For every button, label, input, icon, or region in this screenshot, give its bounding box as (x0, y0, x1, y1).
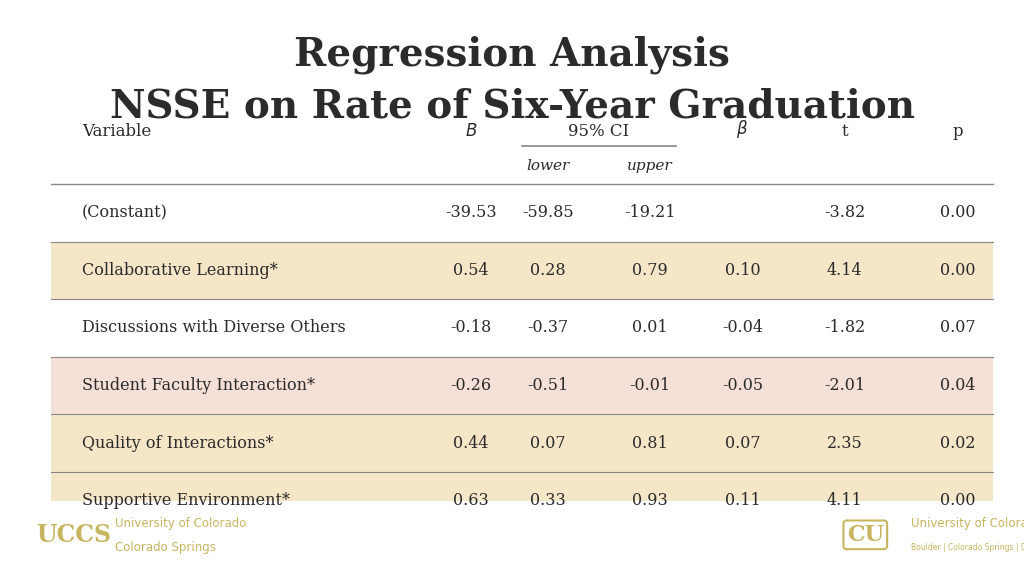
Text: 0.07: 0.07 (940, 320, 975, 336)
Bar (51, 472, 993, 530)
Text: Collaborative Learning*: Collaborative Learning* (82, 262, 278, 279)
Bar (51, 357, 993, 414)
Text: 95% CI: 95% CI (568, 123, 630, 141)
Text: -0.26: -0.26 (451, 377, 492, 394)
Text: $\beta$: $\beta$ (736, 118, 749, 141)
Text: -39.53: -39.53 (445, 204, 497, 221)
Text: 0.28: 0.28 (530, 262, 565, 279)
Text: 0.00: 0.00 (940, 204, 975, 221)
Text: UCCS: UCCS (36, 523, 111, 547)
Text: upper: upper (628, 159, 673, 173)
Text: -0.37: -0.37 (527, 320, 568, 336)
Text: Discussions with Diverse Others: Discussions with Diverse Others (82, 320, 346, 336)
Text: CU: CU (847, 524, 884, 546)
Text: -3.82: -3.82 (824, 204, 865, 221)
Text: 4.11: 4.11 (827, 492, 862, 509)
Text: 0.63: 0.63 (454, 492, 488, 509)
Bar (51, 414, 993, 472)
Text: NSSE on Rate of Six-Year Graduation: NSSE on Rate of Six-Year Graduation (110, 88, 914, 126)
Text: 0.00: 0.00 (940, 262, 975, 279)
Text: 0.79: 0.79 (633, 262, 668, 279)
Text: Variable: Variable (82, 123, 152, 141)
Text: 0.01: 0.01 (633, 320, 668, 336)
Text: p: p (952, 123, 963, 141)
Text: University of Colorado: University of Colorado (115, 517, 246, 530)
Text: Regression Analysis: Regression Analysis (294, 35, 730, 74)
Text: 0.54: 0.54 (454, 262, 488, 279)
Text: (Constant): (Constant) (82, 204, 168, 221)
Bar (51, 299, 993, 357)
Text: 0.07: 0.07 (530, 435, 565, 452)
Bar (51, 241, 993, 299)
Text: Student Faculty Interaction*: Student Faculty Interaction* (82, 377, 315, 394)
Text: Quality of Interactions*: Quality of Interactions* (82, 435, 273, 452)
Text: 0.10: 0.10 (725, 262, 760, 279)
Text: 2.35: 2.35 (827, 435, 862, 452)
Text: 0.11: 0.11 (725, 492, 760, 509)
Text: 0.44: 0.44 (454, 435, 488, 452)
Text: lower: lower (526, 159, 569, 173)
Text: -0.18: -0.18 (451, 320, 492, 336)
Text: 0.93: 0.93 (633, 492, 668, 509)
Text: -0.04: -0.04 (722, 320, 763, 336)
Text: -0.01: -0.01 (630, 377, 671, 394)
Bar (51, 184, 993, 241)
Text: 0.04: 0.04 (940, 377, 975, 394)
Text: $B$: $B$ (465, 123, 477, 141)
Text: 0.33: 0.33 (530, 492, 565, 509)
Text: University of Colorado: University of Colorado (911, 517, 1024, 530)
Text: -19.21: -19.21 (625, 204, 676, 221)
Text: t: t (842, 123, 848, 141)
Text: -59.85: -59.85 (522, 204, 573, 221)
Text: Supportive Environment*: Supportive Environment* (82, 492, 290, 509)
Text: 0.81: 0.81 (633, 435, 668, 452)
Text: -0.05: -0.05 (722, 377, 763, 394)
Text: -2.01: -2.01 (824, 377, 865, 394)
Text: 0.07: 0.07 (725, 435, 760, 452)
Text: 0.02: 0.02 (940, 435, 975, 452)
Text: -0.51: -0.51 (527, 377, 568, 394)
Text: Colorado Springs: Colorado Springs (115, 541, 216, 554)
Text: 4.14: 4.14 (827, 262, 862, 279)
Text: 0.00: 0.00 (940, 492, 975, 509)
Text: -1.82: -1.82 (824, 320, 865, 336)
Text: Boulder | Colorado Springs | Denver | Anschutz Medical Campus: Boulder | Colorado Springs | Denver | An… (911, 543, 1024, 552)
